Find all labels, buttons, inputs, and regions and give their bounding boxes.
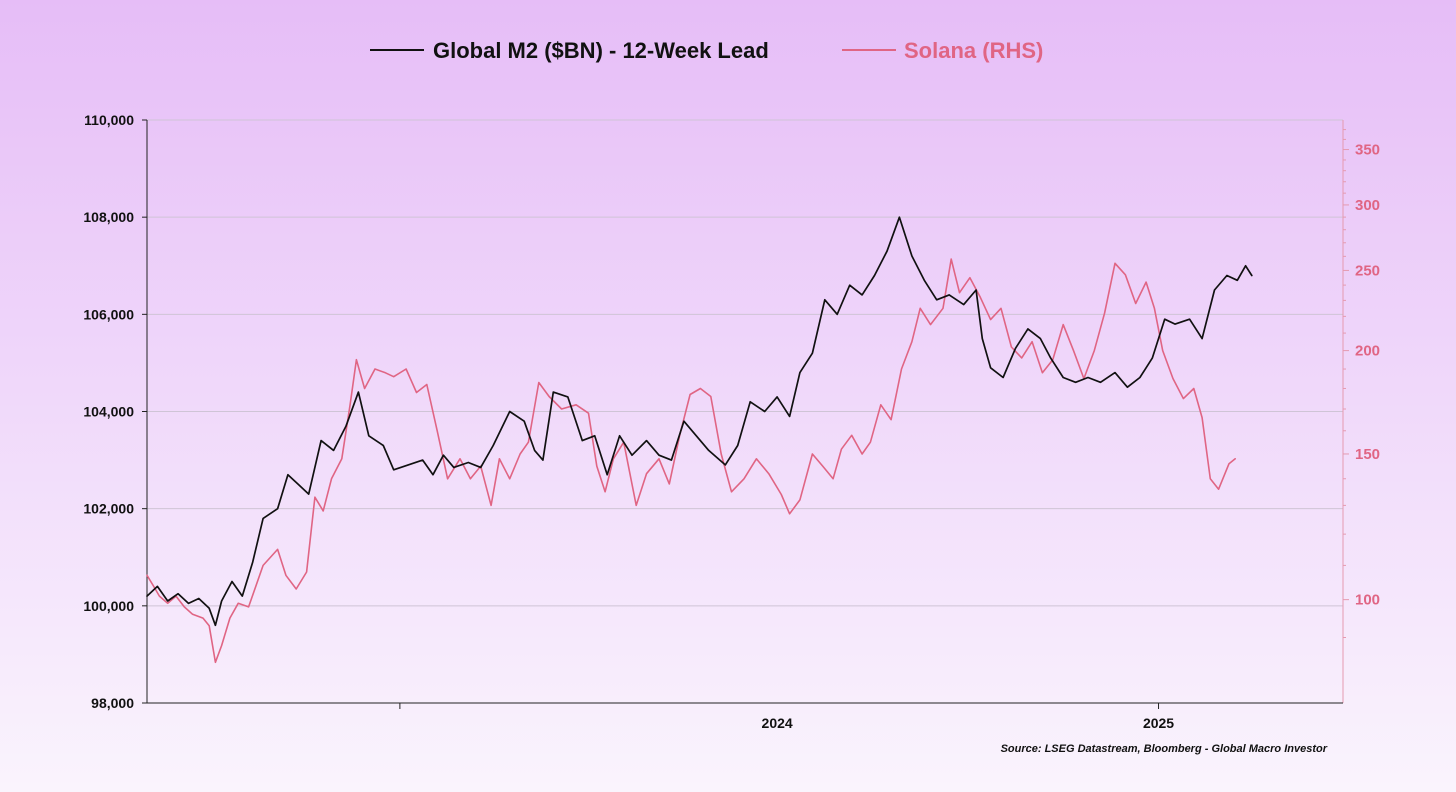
y-tick-left-label: 100,000: [83, 598, 134, 614]
source-note: Source: LSEG Datastream, Bloomberg - Glo…: [1001, 743, 1328, 755]
y-tick-right-label: 150: [1355, 446, 1380, 463]
legend-label-m2: Global M2 ($BN) - 12-Week Lead: [433, 38, 769, 63]
y-tick-right-label: 350: [1355, 142, 1380, 159]
x-tick-label: 2024: [762, 715, 793, 731]
y-tick-left-label: 106,000: [83, 306, 134, 322]
y-ticks-left: 98,000 100,000 102,000 104,000 106,000 108,00…: [83, 112, 147, 711]
series-line-global-m2: [146, 216, 1253, 627]
gridlines: [147, 119, 1343, 607]
y-tick-right-label: 200: [1355, 343, 1380, 360]
y-tick-left-label: 98,000: [91, 695, 134, 711]
series: [146, 216, 1253, 664]
y-tick-left-label: 110,000: [84, 112, 134, 128]
y-ticks-right: 100 150 200 250 300 350: [1343, 129, 1380, 638]
legend: Global M2 ($BN) - 12-Week Lead Solana (R…: [370, 38, 1043, 63]
x-tick-label: 2025: [1143, 715, 1174, 731]
y-tick-left-label: 104,000: [83, 404, 134, 420]
y-tick-right-label: 100: [1355, 592, 1380, 609]
y-tick-left-label: 108,000: [83, 209, 134, 225]
series-line-solana: [146, 258, 1236, 664]
y-tick-right-label: 300: [1355, 197, 1380, 214]
legend-label-solana: Solana (RHS): [904, 38, 1043, 63]
y-tick-left-label: 102,000: [83, 501, 134, 517]
y-tick-right-label: 250: [1355, 262, 1380, 279]
x-ticks: 2024 2025: [399, 703, 1174, 731]
